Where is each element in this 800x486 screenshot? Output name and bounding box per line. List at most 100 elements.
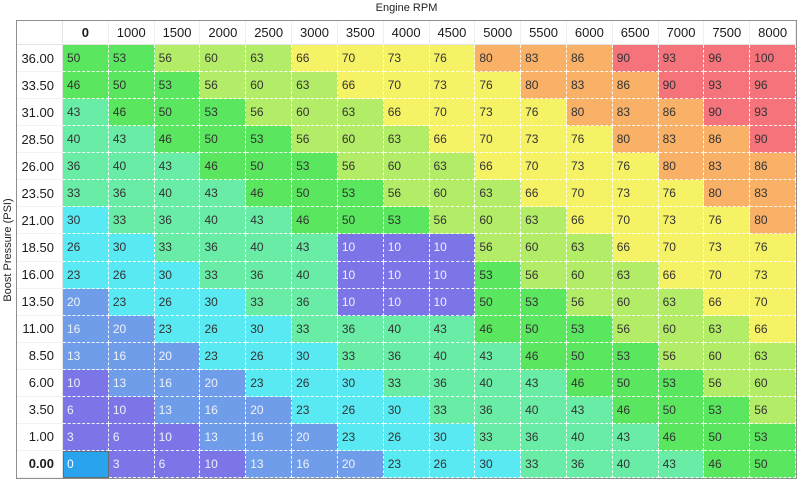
table-cell[interactable]: 40 xyxy=(246,234,293,262)
table-cell[interactable]: 30 xyxy=(337,369,384,397)
table-cell[interactable]: 63 xyxy=(337,99,384,127)
row-header[interactable]: 23.50 xyxy=(17,180,63,208)
table-cell[interactable]: 56 xyxy=(154,45,201,73)
table-cell[interactable]: 33 xyxy=(383,369,430,397)
table-cell[interactable]: 43 xyxy=(658,450,705,478)
table-cell[interactable]: 6 xyxy=(108,423,155,451)
table-cell-selected[interactable]: 0 xyxy=(63,450,109,478)
table-cell[interactable]: 50 xyxy=(337,207,384,235)
table-cell[interactable]: 40 xyxy=(475,369,522,397)
row-header[interactable]: 1.00 xyxy=(17,423,63,451)
table-cell[interactable]: 33 xyxy=(200,261,247,289)
table-cell[interactable]: 10 xyxy=(154,423,201,451)
row-header[interactable]: 13.50 xyxy=(17,288,63,316)
table-cell[interactable]: 73 xyxy=(658,207,705,235)
table-cell[interactable]: 83 xyxy=(612,99,659,127)
table-cell[interactable]: 43 xyxy=(429,315,476,343)
table-cell[interactable]: 23 xyxy=(337,423,384,451)
column-header[interactable]: 1500 xyxy=(154,21,201,45)
table-cell[interactable]: 36 xyxy=(566,450,613,478)
table-cell[interactable]: 90 xyxy=(612,45,659,73)
table-cell[interactable]: 66 xyxy=(612,234,659,262)
table-cell[interactable]: 43 xyxy=(566,396,613,424)
table-cell[interactable]: 53 xyxy=(200,99,247,127)
table-cell[interactable]: 26 xyxy=(200,315,247,343)
table-cell[interactable]: 30 xyxy=(429,423,476,451)
table-cell[interactable]: 66 xyxy=(566,207,613,235)
table-cell[interactable]: 10 xyxy=(337,261,384,289)
table-cell[interactable]: 46 xyxy=(154,126,201,154)
table-cell[interactable]: 90 xyxy=(750,126,796,154)
table-cell[interactable]: 36 xyxy=(521,423,567,451)
table-cell[interactable]: 23 xyxy=(200,342,247,370)
table-cell[interactable]: 60 xyxy=(246,72,293,100)
table-cell[interactable]: 20 xyxy=(292,423,338,451)
table-cell[interactable]: 40 xyxy=(429,342,476,370)
table-cell[interactable]: 36 xyxy=(246,261,293,289)
table-cell[interactable]: 10 xyxy=(337,288,384,316)
table-cell[interactable]: 83 xyxy=(566,72,613,100)
row-header[interactable]: 31.00 xyxy=(17,99,63,127)
table-cell[interactable]: 73 xyxy=(612,180,659,208)
table-cell[interactable]: 16 xyxy=(63,315,109,343)
table-cell[interactable]: 46 xyxy=(704,450,751,478)
table-cell[interactable]: 76 xyxy=(704,207,751,235)
table-cell[interactable]: 16 xyxy=(200,396,247,424)
column-header[interactable]: 3000 xyxy=(292,21,338,45)
table-cell[interactable]: 10 xyxy=(429,234,476,262)
table-cell[interactable]: 33 xyxy=(475,423,522,451)
table-cell[interactable]: 80 xyxy=(475,45,522,73)
table-cell[interactable]: 63 xyxy=(750,342,796,370)
table-cell[interactable]: 10 xyxy=(383,261,430,289)
table-cell[interactable]: 70 xyxy=(521,153,567,181)
table-cell[interactable]: 46 xyxy=(292,207,338,235)
table-cell[interactable]: 30 xyxy=(246,315,293,343)
column-header[interactable]: 6000 xyxy=(566,21,613,45)
table-cell[interactable]: 53 xyxy=(337,180,384,208)
table-cell[interactable]: 80 xyxy=(521,72,567,100)
table-cell[interactable]: 50 xyxy=(200,126,247,154)
table-cell[interactable]: 10 xyxy=(200,450,247,478)
table-cell[interactable]: 56 xyxy=(246,99,293,127)
table-cell[interactable]: 13 xyxy=(108,369,155,397)
table-cell[interactable]: 16 xyxy=(154,369,201,397)
table-cell[interactable]: 90 xyxy=(704,99,751,127)
table-cell[interactable]: 20 xyxy=(246,396,293,424)
table-cell[interactable]: 83 xyxy=(658,126,705,154)
table-cell[interactable]: 33 xyxy=(246,288,293,316)
table-cell[interactable]: 83 xyxy=(521,45,567,73)
table-cell[interactable]: 76 xyxy=(566,126,613,154)
table-cell[interactable]: 50 xyxy=(108,72,155,100)
column-header[interactable]: 5500 xyxy=(521,21,567,45)
table-cell[interactable]: 36 xyxy=(108,180,155,208)
table-cell[interactable]: 46 xyxy=(246,180,293,208)
column-header[interactable]: 2000 xyxy=(200,21,247,45)
table-cell[interactable]: 66 xyxy=(292,45,338,73)
table-cell[interactable]: 70 xyxy=(704,261,751,289)
table-cell[interactable]: 43 xyxy=(246,207,293,235)
column-header[interactable]: 6500 xyxy=(612,21,659,45)
table-cell[interactable]: 73 xyxy=(566,153,613,181)
table-cell[interactable]: 16 xyxy=(292,450,338,478)
table-cell[interactable]: 50 xyxy=(704,423,751,451)
table-cell[interactable]: 13 xyxy=(246,450,293,478)
table-cell[interactable]: 60 xyxy=(566,261,613,289)
table-cell[interactable]: 16 xyxy=(246,423,293,451)
table-cell[interactable]: 80 xyxy=(704,180,751,208)
table-cell[interactable]: 53 xyxy=(246,126,293,154)
table-cell[interactable]: 60 xyxy=(429,180,476,208)
table-cell[interactable]: 3 xyxy=(108,450,155,478)
table-cell[interactable]: 96 xyxy=(704,45,751,73)
row-header[interactable]: 8.50 xyxy=(17,342,63,370)
table-cell[interactable]: 20 xyxy=(63,288,109,316)
table-cell[interactable]: 50 xyxy=(612,369,659,397)
table-cell[interactable]: 60 xyxy=(521,234,567,262)
table-cell[interactable]: 83 xyxy=(750,180,796,208)
table-cell[interactable]: 40 xyxy=(566,423,613,451)
table-cell[interactable]: 80 xyxy=(750,207,796,235)
table-cell[interactable]: 33 xyxy=(292,315,338,343)
table-cell[interactable]: 70 xyxy=(475,126,522,154)
table-cell[interactable]: 46 xyxy=(475,315,522,343)
row-header[interactable]: 11.00 xyxy=(17,315,63,343)
table-cell[interactable]: 40 xyxy=(108,153,155,181)
